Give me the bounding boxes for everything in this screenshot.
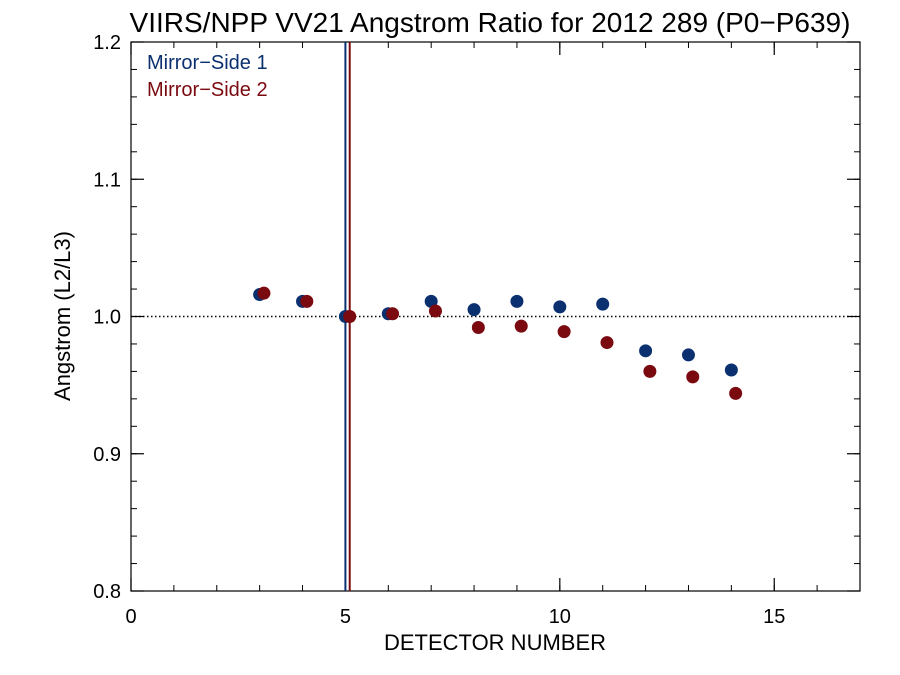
y-tick-label: 1.1 <box>93 169 121 191</box>
mirror-side-1-point <box>510 294 524 308</box>
legend-entry-mirror-side-1: Mirror−Side 1 <box>147 52 268 74</box>
major-ticks <box>130 41 860 592</box>
mirror-side-2-point <box>729 386 743 400</box>
mirror-side-1-point <box>553 300 567 314</box>
x-tick-label: 0 <box>125 606 136 628</box>
x-tick-label: 5 <box>340 606 351 628</box>
y-axis-label: Angstrom (L2/L3) <box>50 231 75 401</box>
x-tick-label: 15 <box>763 606 785 628</box>
mirror-side-2-point <box>386 307 400 321</box>
y-tick-label: 1.2 <box>93 32 121 54</box>
mirror-side-2-point <box>471 320 485 334</box>
mirror-side-1-point <box>681 348 695 362</box>
mirror-side-2-point <box>428 304 442 318</box>
chart-title: VIIRS/NPP VV21 Angstrom Ratio for 2012 2… <box>130 7 851 38</box>
mirror-side-1-point <box>639 344 653 358</box>
mirror-side-2-point <box>514 319 528 333</box>
data-points <box>253 286 743 400</box>
mirror-side-2-point <box>300 294 314 308</box>
y-tick-label: 1.0 <box>93 307 121 329</box>
legend: Mirror−Side 1 Mirror−Side 2 <box>147 52 268 101</box>
tick-labels: 0 5 10 15 0.8 0.9 1.0 1.1 1.2 <box>93 32 785 628</box>
mirror-side-2-point <box>686 370 700 384</box>
mirror-side-1-point <box>467 303 481 317</box>
mirror-side-2-point <box>600 336 614 350</box>
x-tick-label: 10 <box>549 606 571 628</box>
mirror-side-2-point <box>557 325 571 339</box>
mirror-side-2-point <box>343 310 357 323</box>
mirror-side-1-point <box>724 363 738 377</box>
legend-entry-mirror-side-2: Mirror−Side 2 <box>147 79 268 101</box>
mirror-side-1-point <box>596 297 610 311</box>
mirror-side-2-point <box>257 286 271 300</box>
x-axis-label: DETECTOR NUMBER <box>384 630 606 655</box>
y-tick-label: 0.8 <box>93 581 121 603</box>
y-tick-label: 0.9 <box>93 444 121 466</box>
mirror-side-2-point <box>643 364 657 378</box>
